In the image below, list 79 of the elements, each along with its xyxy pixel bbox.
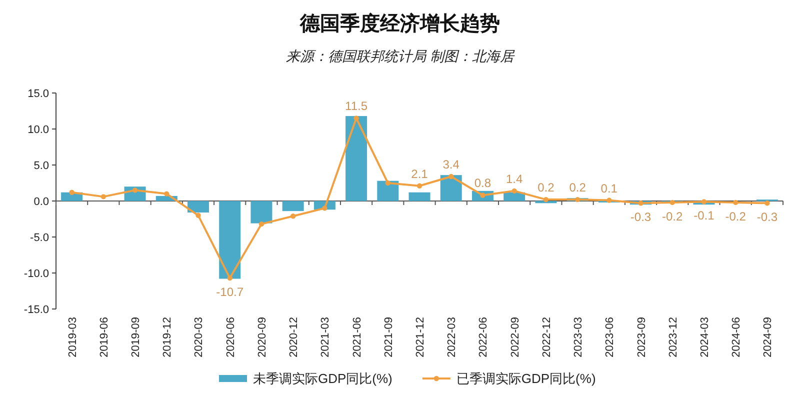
data-label: 0.2 [538, 180, 555, 195]
x-tick-label: 2021-03 [320, 317, 332, 358]
data-label: -0.3 [756, 210, 778, 224]
point [638, 200, 644, 206]
data-label: -0.1 [694, 208, 715, 223]
x-tick-label: 2023-12 [667, 317, 680, 358]
bar [504, 192, 526, 201]
x-tick-label: 2022-12 [540, 317, 553, 358]
data-label: -0.2 [662, 209, 684, 224]
bar [219, 201, 241, 279]
legend-label: 已季调实际GDP同比(%) [456, 371, 596, 386]
x-tick-label: 2019-03 [66, 317, 79, 358]
data-label: 2.1 [411, 166, 428, 181]
point [606, 198, 612, 203]
x-tick-label: 2020-12 [288, 317, 300, 358]
x-tick-label: 2022-03 [446, 317, 458, 358]
x-tick-label: 2020-06 [224, 317, 237, 358]
bar [282, 201, 304, 212]
x-tick-label: 2023-09 [636, 317, 648, 358]
data-label: 11.5 [345, 99, 368, 114]
data-label: -0.2 [725, 209, 746, 224]
y-tick-label: -15.0 [24, 304, 49, 316]
point [290, 214, 296, 219]
x-tick-label: 2021-09 [382, 317, 395, 358]
y-tick-label: 15.0 [28, 88, 49, 100]
x-tick-label: 2024-09 [762, 317, 774, 358]
x-tick-label: 2022-06 [478, 317, 490, 358]
x-tick-label: 2019-12 [162, 317, 174, 358]
data-label: -0.3 [630, 210, 652, 224]
y-tick-label: 10.0 [28, 124, 49, 136]
data-label: 0.2 [569, 180, 586, 195]
x-tick-label: 2024-03 [698, 317, 711, 358]
x-tick-label: 2021-06 [351, 317, 364, 358]
point [512, 188, 517, 194]
x-tick-label: 2023-03 [572, 317, 585, 358]
point [574, 196, 580, 202]
bar [346, 116, 368, 201]
y-tick-label: -10.0 [24, 268, 49, 280]
x-tick-label: 2020-09 [256, 317, 268, 358]
bar [187, 201, 209, 213]
point [196, 212, 201, 218]
bar [408, 192, 430, 201]
x-tick-label: 2019-06 [98, 317, 110, 358]
data-label: 0.8 [474, 176, 492, 190]
data-label: 1.4 [506, 172, 523, 186]
legend-item: 已季调实际GDP同比(%) [422, 371, 596, 386]
chart-title: 德国季度经济增长趋势 [299, 12, 500, 35]
x-tick-label: 2019-09 [130, 317, 142, 358]
point [385, 180, 390, 186]
x-tick-label: 2023-06 [604, 317, 616, 358]
x-tick-label: 2024-06 [730, 317, 743, 358]
chart-subtitle: 来源：德国联邦统计局 制图：北海居 [286, 48, 515, 64]
legend-item: 未季调实际GDP同比(%) [219, 371, 392, 386]
bar [440, 175, 462, 201]
point [69, 190, 74, 195]
point [764, 200, 770, 206]
point [701, 199, 707, 204]
bar [250, 201, 272, 224]
x-tick-label: 2020-03 [193, 317, 206, 358]
data-label: 3.4 [442, 158, 460, 172]
data-label: 0.1 [600, 181, 618, 196]
point [416, 183, 422, 188]
point [227, 275, 232, 281]
bar [377, 180, 399, 201]
legend-label: 未季调实际GDP同比(%) [253, 371, 392, 386]
point [258, 221, 264, 227]
data-label: -10.7 [216, 285, 244, 300]
x-tick-label: 2022-09 [509, 317, 522, 358]
point [132, 188, 138, 193]
point [543, 196, 549, 202]
point [732, 200, 738, 206]
y-tick-label: 0.0 [34, 196, 49, 208]
y-tick-label: 5.0 [34, 160, 49, 172]
point [670, 200, 675, 206]
x-tick-label: 2021-12 [414, 317, 426, 358]
point [164, 191, 170, 196]
point [100, 194, 106, 200]
y-tick-label: -5.0 [30, 232, 49, 244]
point [448, 174, 454, 180]
